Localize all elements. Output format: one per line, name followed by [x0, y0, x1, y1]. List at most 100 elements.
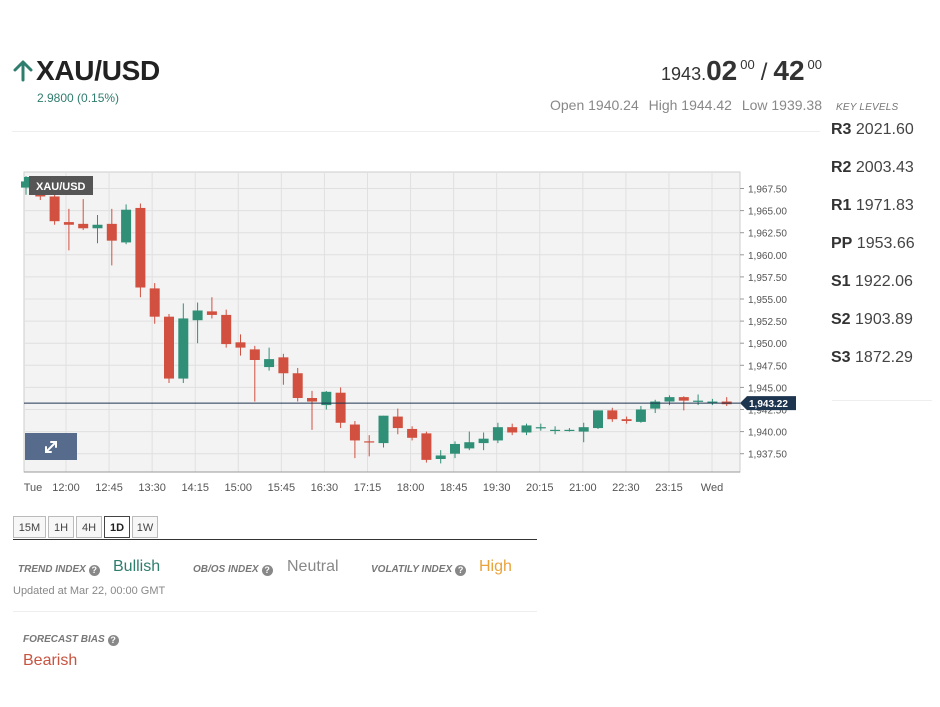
candle-down: [607, 407, 618, 422]
key-level-name: R2: [831, 159, 852, 176]
current-price-label: 1,943.22: [749, 399, 788, 410]
candlestick-chart[interactable]: 1,967.50 1,965.00 1,962.50 1,960.00 1,957.50…: [0, 160, 800, 500]
ohl-stats: Open 1940.24 High 1944.42 Low 1939.38: [544, 97, 822, 113]
fullscreen-button[interactable]: [25, 433, 77, 460]
candle-body: [221, 314, 232, 345]
candle-down: [49, 192, 60, 225]
key-level-r2: R2 2003.43: [831, 159, 914, 177]
key-levels-divider: [832, 400, 932, 401]
tab-1w[interactable]: 1W: [132, 516, 158, 538]
x-tick-label: 20:15: [526, 482, 554, 494]
x-tick-label: 18:00: [397, 482, 425, 494]
y-tick-label: 1,942.50: [748, 406, 787, 417]
key-level-value: 2003.43: [855, 159, 914, 176]
candle-up: [450, 441, 460, 459]
candle-body: [364, 441, 375, 443]
x-tick-label: 22:30: [612, 482, 640, 494]
candle-body: [321, 391, 332, 406]
expand-icon: [45, 441, 57, 453]
candle-up: [464, 431, 475, 451]
candle-body: [135, 207, 146, 288]
candle-body: [335, 392, 346, 423]
candle-body: [63, 222, 74, 225]
tabs-underline: [13, 539, 537, 540]
instrument-symbol: XAU/USD: [36, 55, 160, 86]
candle-up: [321, 390, 332, 410]
legend-marker: [24, 177, 29, 185]
candle-body: [707, 401, 718, 404]
y-tick-label: 1,937.50: [748, 450, 787, 461]
candle-up: [121, 204, 132, 245]
x-tick-label: 19:30: [483, 482, 511, 494]
candle-body: [521, 425, 532, 433]
candle-body: [478, 438, 489, 444]
candle-down: [249, 345, 260, 402]
price-change: 2.9800 (0.15%): [37, 91, 120, 105]
candle-down: [135, 203, 146, 298]
trend-index-text: TREND INDEX: [18, 564, 86, 575]
y-tick-label: 1,967.50: [748, 185, 787, 196]
obos-index-text: OB/OS INDEX: [193, 564, 259, 575]
help-icon[interactable]: ?: [107, 635, 119, 646]
trend-index-value: Bullish: [113, 558, 161, 575]
forecast-bias-label: FORECAST BIAS?: [23, 634, 119, 646]
x-tick-label: 21:00: [569, 482, 597, 494]
x-tick-label: 14:15: [181, 482, 209, 494]
candle-body: [264, 359, 275, 368]
candle-down: [349, 420, 360, 459]
key-level-pp: PP 1953.66: [831, 235, 915, 253]
candle-body: [678, 397, 689, 401]
y-tick-label: 1,950.00: [748, 339, 787, 350]
y-tick-label: 1,940.00: [748, 428, 787, 439]
help-icon[interactable]: ?: [455, 565, 467, 576]
legend-label: XAU/USD: [36, 181, 86, 193]
high-value: High 1944.42: [648, 97, 732, 113]
x-tick-label: 12:00: [52, 482, 80, 494]
y-tick-label: 1,965.00: [748, 207, 787, 218]
y-tick-label: 1,962.50: [748, 229, 787, 240]
candle-down: [335, 387, 346, 429]
candle-down: [221, 309, 232, 348]
candle-down: [421, 431, 432, 463]
candle-down: [206, 297, 217, 319]
candle-down: [307, 390, 317, 430]
x-axis-labels: Tue 12:00 12:45 13:30 14:15 15:00 15:45 16:30 17…: [24, 482, 723, 494]
quote-separator: /: [760, 59, 768, 86]
candle-up: [192, 302, 203, 344]
forecast-bias-text: FORECAST BIAS: [23, 634, 105, 645]
candle-up: [264, 347, 275, 371]
candle-body: [378, 415, 389, 444]
tab-15m[interactable]: 15M: [13, 516, 46, 538]
trend-index-label: TREND INDEX?: [18, 564, 100, 576]
candle-body: [492, 427, 503, 441]
candle-body: [621, 419, 632, 421]
volatility-index-value: High: [479, 558, 512, 575]
y-axis-labels: 1,967.50 1,965.00 1,962.50 1,960.00 1,957.50…: [740, 185, 787, 461]
y-tick-label: 1,945.00: [748, 383, 787, 394]
candle-down: [392, 408, 403, 435]
candle-down: [149, 283, 160, 324]
candles: [21, 176, 732, 464]
x-tick-label: Wed: [701, 482, 723, 494]
y-tick-label: 1,947.50: [748, 361, 787, 372]
header-divider: [12, 131, 820, 132]
help-icon[interactable]: ?: [88, 565, 100, 576]
candle-body: [535, 427, 546, 429]
candle-body: [206, 311, 217, 315]
help-icon[interactable]: ?: [261, 565, 273, 576]
tab-1h[interactable]: 1H: [48, 516, 74, 538]
candle-up: [521, 423, 532, 436]
candle-body: [235, 342, 246, 348]
candle-body: [635, 409, 646, 422]
candle-body: [121, 209, 132, 243]
candle-down: [235, 334, 246, 356]
key-level-s3: S3 1872.29: [831, 349, 913, 367]
x-tick-label: 15:45: [268, 482, 296, 494]
key-level-r1: R1 1971.83: [831, 197, 914, 215]
candle-up: [650, 399, 661, 414]
obos-index-value: Neutral: [287, 558, 339, 575]
tab-4h[interactable]: 4H: [76, 516, 102, 538]
legend: XAU/USD: [24, 176, 93, 195]
bid-sup: 00: [740, 57, 755, 72]
tab-1d[interactable]: 1D: [104, 516, 130, 538]
